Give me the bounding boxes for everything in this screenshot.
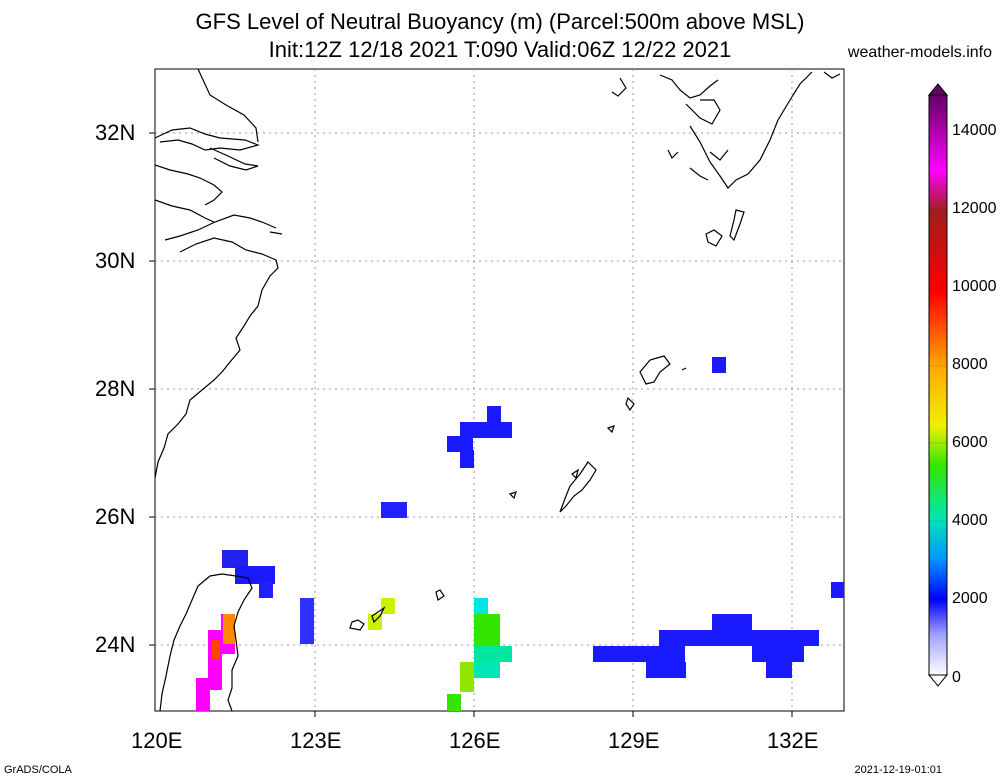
lon-label: 120E <box>131 728 183 753</box>
lnb-cells <box>196 357 844 711</box>
colorbar-label: 12000 <box>952 200 997 217</box>
colorbar-label: 2000 <box>952 590 988 607</box>
colorbar <box>927 83 949 687</box>
footer-credit: GrADS/COLA <box>4 764 72 776</box>
lon-label: 123E <box>290 728 342 753</box>
lon-label: 132E <box>767 728 819 753</box>
lat-label: 28N <box>95 376 136 401</box>
coastline <box>155 69 841 711</box>
lat-label: 26N <box>95 504 136 529</box>
colorbar-label: 14000 <box>952 122 997 139</box>
map-title-line1: GFS Level of Neutral Buoyancy (m) (Parce… <box>195 9 805 34</box>
lat-label: 24N <box>95 632 136 657</box>
colorbar-label: 10000 <box>952 278 997 295</box>
tick-marks <box>149 132 793 717</box>
lat-label: 32N <box>95 120 136 145</box>
lat-label: 30N <box>95 248 136 273</box>
lon-label: 129E <box>608 728 660 753</box>
map-frame <box>154 68 845 712</box>
map-title-line2: Init:12Z 12/18 2021 T:090 Valid:06Z 12/2… <box>268 37 732 62</box>
lon-label: 126E <box>449 728 501 753</box>
site-label: weather-models.info <box>847 44 992 61</box>
footer-timestamp: 2021-12-19-01:01 <box>854 764 942 776</box>
colorbar-label: 4000 <box>952 512 988 529</box>
colorbar-label: 0 <box>952 669 961 686</box>
colorbar-label: 6000 <box>952 434 988 451</box>
colorbar-label: 8000 <box>952 356 988 373</box>
